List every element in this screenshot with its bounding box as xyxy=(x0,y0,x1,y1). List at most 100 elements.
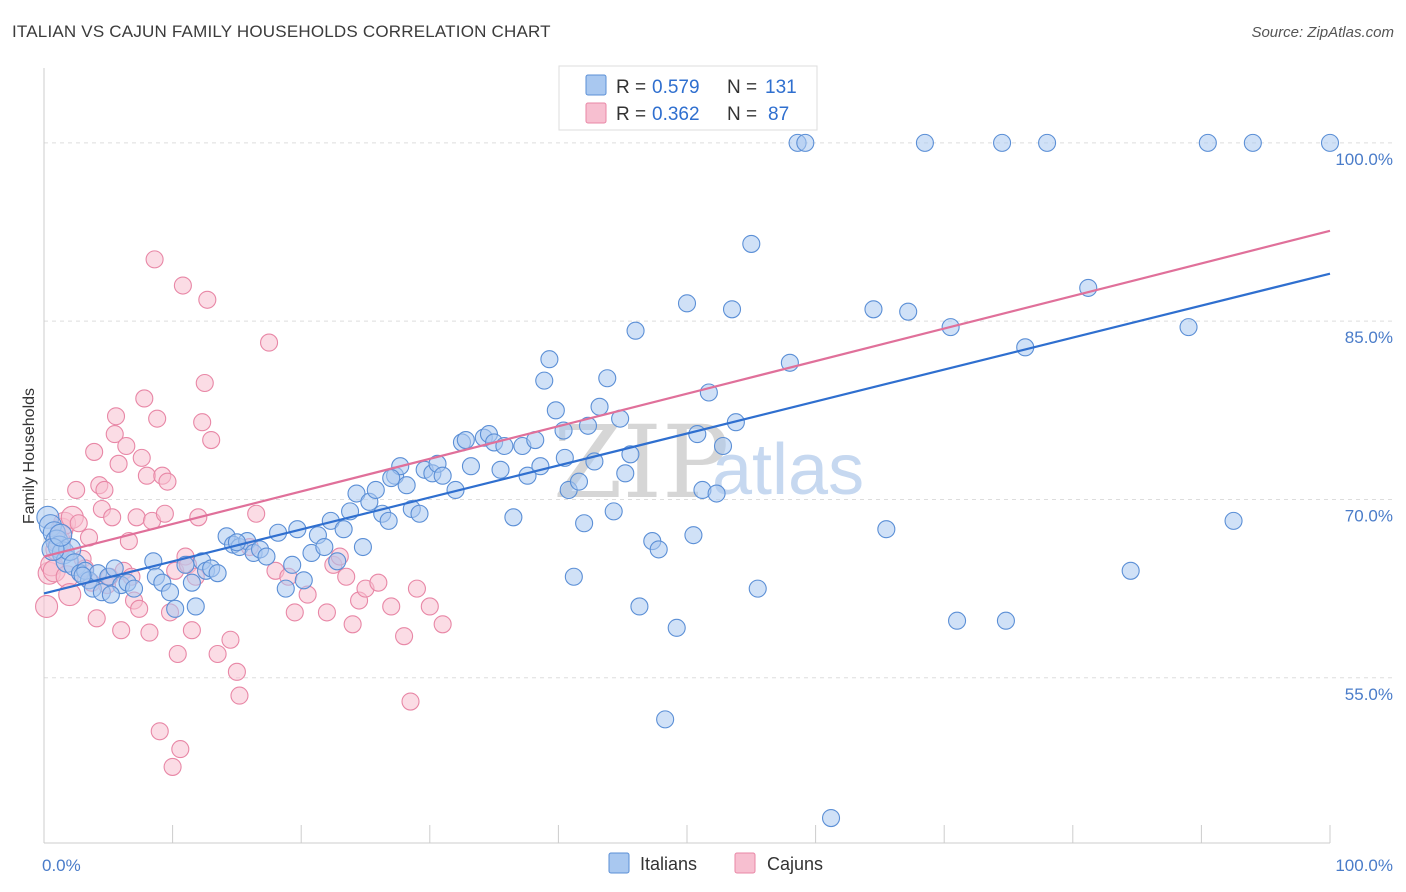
cajun-point-45 xyxy=(155,504,174,523)
italian-point-26 xyxy=(182,573,201,592)
cajuns-points xyxy=(35,250,452,776)
italian-point-85 xyxy=(564,567,583,586)
italian-point-128 xyxy=(1179,318,1198,337)
cajun-point-81 xyxy=(382,597,401,616)
cajun-point-24 xyxy=(103,508,122,527)
cajun-trend-line xyxy=(43,229,1331,558)
cajun-point-12 xyxy=(69,514,88,533)
cajun-point-73 xyxy=(317,603,336,622)
cajun-point-48 xyxy=(163,757,182,776)
watermark-atlas: atlas xyxy=(712,430,864,510)
italian-point-123 xyxy=(996,611,1015,630)
cajun-point-86 xyxy=(433,615,452,634)
cajun-point-27 xyxy=(109,454,128,473)
cajun-point-68 xyxy=(259,333,279,352)
italian-point-94 xyxy=(621,445,640,464)
italian-point-117 xyxy=(877,520,896,539)
italian-point-90 xyxy=(598,369,617,388)
cajun-point-58 xyxy=(193,413,212,432)
italian-point-65 xyxy=(433,466,452,485)
trend-lines xyxy=(43,229,1331,595)
italian-point-54 xyxy=(366,480,385,500)
bottom-legend-cajuns: Cajuns xyxy=(767,854,823,874)
cajun-point-18 xyxy=(87,609,106,628)
cajun-point-42 xyxy=(148,409,167,428)
italian-point-48 xyxy=(328,552,347,571)
italian-point-122 xyxy=(993,133,1012,152)
italian-point-131 xyxy=(1243,133,1262,152)
cajun-point-84 xyxy=(407,579,426,598)
italian-point-49 xyxy=(334,520,353,539)
cajun-point-38 xyxy=(137,466,156,485)
chart-title: ITALIAN VS CAJUN FAMILY HOUSEHOLDS CORRE… xyxy=(12,22,551,41)
bottom-legend-italians: Italians xyxy=(640,854,697,874)
italian-point-127 xyxy=(1121,561,1140,580)
italian-point-114 xyxy=(796,133,815,152)
cajun-point-28 xyxy=(112,621,131,640)
italian-point-40 xyxy=(276,579,295,598)
cajun-point-85 xyxy=(420,597,439,616)
cajun-point-65 xyxy=(230,686,249,705)
cajun-point-50 xyxy=(168,644,187,664)
cajun-point-30 xyxy=(117,436,136,456)
cajun-point-39 xyxy=(140,623,159,642)
cajun-point-76 xyxy=(337,567,356,586)
y-tick-label-1: 70.0% xyxy=(1345,506,1393,525)
cajun-point-52 xyxy=(173,276,192,295)
cajun-point-21 xyxy=(95,480,114,500)
italian-point-69 xyxy=(461,457,481,476)
cajun-point-43 xyxy=(150,722,169,741)
legend-italians-n-value: 131 xyxy=(765,77,797,98)
cajun-point-83 xyxy=(401,692,420,711)
y-axis-title: Family Households xyxy=(21,388,38,524)
italian-point-93 xyxy=(616,464,635,483)
italian-point-59 xyxy=(397,476,416,495)
legend-swatch-italians xyxy=(585,74,607,96)
y-tick-label-3: 100.0% xyxy=(1335,150,1393,169)
italian-point-129 xyxy=(1198,133,1217,152)
italian-point-82 xyxy=(546,401,565,420)
legend-italians-r-label: R = xyxy=(616,77,646,98)
cajun-point-55 xyxy=(182,621,201,640)
italian-point-61 xyxy=(410,504,429,523)
italian-point-24 xyxy=(166,599,185,618)
italian-point-73 xyxy=(491,460,510,479)
italian-point-87 xyxy=(578,416,598,435)
x-tick-labels: 0.0% 100.0% xyxy=(42,856,1393,875)
italian-point-106 xyxy=(707,484,726,503)
cajun-point-34 xyxy=(127,508,146,527)
italian-point-80 xyxy=(535,371,554,390)
legend-cajuns-r-value: 0.362 xyxy=(652,104,700,125)
italian-point-46 xyxy=(315,537,334,557)
cajun-point-60 xyxy=(198,290,217,309)
italian-point-101 xyxy=(677,294,697,313)
cajun-point-62 xyxy=(208,644,227,664)
italian-point-86 xyxy=(569,472,589,491)
cajun-point-77 xyxy=(343,615,362,634)
legend-italians-n-label: N = xyxy=(727,77,757,98)
italian-point-19 xyxy=(124,579,144,598)
italian-point-108 xyxy=(722,300,742,319)
cajun-point-37 xyxy=(135,389,154,408)
italian-point-139 xyxy=(575,514,594,533)
italian-point-89 xyxy=(590,397,609,416)
italian-point-138 xyxy=(382,469,401,488)
italian-point-75 xyxy=(504,508,523,527)
cajun-point-0 xyxy=(35,594,59,619)
cajun-point-17 xyxy=(85,442,104,461)
italian-point-98 xyxy=(649,540,668,559)
cajun-point-67 xyxy=(247,504,266,523)
cajun-point-80 xyxy=(369,573,388,592)
x-tick-label-max: 100.0% xyxy=(1335,856,1393,875)
bottom-legend: Italians Cajuns xyxy=(608,852,823,874)
cajun-point-59 xyxy=(195,373,214,393)
cajun-point-25 xyxy=(105,425,124,444)
legend-cajuns-r-label: R = xyxy=(616,104,646,125)
italian-point-100 xyxy=(667,618,686,637)
italian-point-103 xyxy=(688,425,707,444)
y-tick-label-2: 85.0% xyxy=(1345,328,1393,347)
italian-point-134 xyxy=(49,523,73,547)
legend-italians-r-value: 0.579 xyxy=(652,77,700,98)
legend-swatch-cajuns xyxy=(585,102,607,124)
italian-point-115 xyxy=(821,808,841,828)
